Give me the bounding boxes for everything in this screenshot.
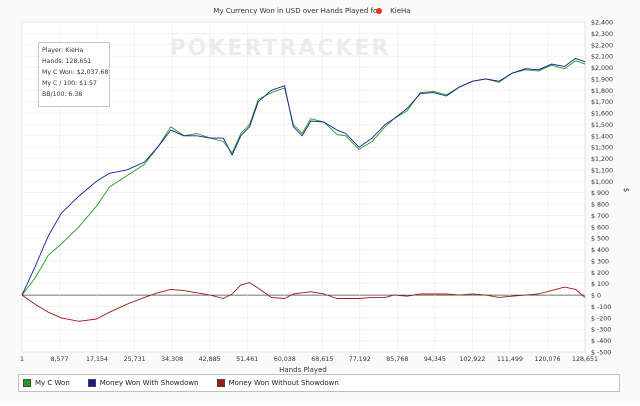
- legend-item-without-showdown: Money Won Without Showdown: [216, 379, 339, 387]
- y-tick-label: $ -500: [591, 350, 611, 357]
- x-axis-label: Hands Played: [279, 366, 327, 374]
- y-tick-label: $ -200: [591, 315, 611, 322]
- poker-chip-icon: [376, 8, 382, 14]
- y-tick-label: $1,100: [591, 167, 613, 174]
- watermark: POKERTRACKER: [170, 36, 391, 61]
- series-line-2: [21, 282, 586, 322]
- y-tick-label: $ 500: [591, 236, 609, 243]
- y-tick-label: $1,700: [591, 99, 613, 106]
- series-line-0: [21, 60, 586, 296]
- player-info-box: Player: KieHa Hands: 128,651 My C Won: $…: [38, 42, 110, 107]
- y-tick-label: $1,200: [591, 156, 613, 163]
- legend-label: Money Won Without Showdown: [228, 379, 339, 387]
- x-tick-label: 51,461: [236, 356, 258, 363]
- x-tick-label: 102,922: [459, 356, 485, 363]
- y-tick-label: $1,500: [591, 122, 613, 129]
- series-group: [21, 57, 586, 322]
- legend-swatch-blue: [87, 379, 96, 387]
- y-tick-label: $1,800: [591, 88, 613, 95]
- legend-label: Money Won With Showdown: [99, 379, 199, 387]
- y-tick-label: $ 100: [591, 281, 609, 288]
- x-tick-labels: 1 8,577 17,154 25,731 34,308 42,885 51,461 60,0…: [20, 356, 598, 363]
- y-tick-label: $ 800: [591, 202, 609, 209]
- x-tick-label: 17,154: [86, 356, 108, 363]
- chart-title: My Currency Won in USD over Hands Played…: [213, 7, 410, 15]
- x-tick-label: 42,885: [199, 356, 221, 363]
- y-tick-label: $ -300: [591, 327, 611, 334]
- chart-title-prefix: My Currency Won in USD over Hands Played…: [213, 7, 380, 15]
- x-tick-label: 120,076: [534, 356, 560, 363]
- x-tick-label: 8,577: [51, 356, 69, 363]
- y-tick-labels: $ -500 $ -400 $ -300 $ -200 $ -100 $ 0 $ 100 $ …: [591, 20, 613, 357]
- y-tick-label: $2,100: [591, 54, 613, 61]
- info-bb100: BB/100: 6.38: [42, 91, 83, 98]
- legend-swatch-green: [23, 379, 31, 387]
- plot-area: [21, 21, 586, 353]
- x-tick-label: 128,651: [572, 356, 598, 363]
- y-tick-label: $1,600: [591, 111, 613, 118]
- x-tick-label: 68,615: [311, 356, 333, 363]
- legend-label: My C Won: [35, 379, 70, 387]
- chart-legend: My C Won Money Won With Showdown Money W…: [18, 374, 620, 392]
- x-tick-label: 94,345: [424, 356, 446, 363]
- y-tick-label: $ 200: [591, 270, 609, 277]
- chart-title-player: KieHa: [390, 7, 410, 15]
- y-tick-label: $ 300: [591, 258, 609, 265]
- y-tick-label: $ 700: [591, 213, 609, 220]
- y-tick-label: $1,300: [591, 145, 613, 152]
- x-tick-label: 1: [20, 356, 24, 363]
- y-tick-label: $1,000: [591, 179, 613, 186]
- y-tick-label: $ 0: [591, 293, 601, 300]
- y-tick-label: $ 400: [591, 247, 609, 254]
- x-tick-label: 60,038: [274, 356, 296, 363]
- x-tick-label: 85,768: [386, 356, 408, 363]
- y-tick-label: $1,900: [591, 76, 613, 83]
- x-tick-label: 34,308: [161, 356, 183, 363]
- y-tick-label: $ -400: [591, 338, 611, 345]
- y-tick-label: $2,000: [591, 65, 613, 72]
- legend-swatch-red: [216, 379, 225, 387]
- legend-item-showdown: Money Won With Showdown: [87, 379, 199, 387]
- y-tick-label: $ 900: [591, 190, 609, 197]
- legend-item-my-c-won: My C Won: [23, 379, 70, 387]
- x-tick-label: 77,192: [349, 356, 371, 363]
- x-tick-label: 25,731: [124, 356, 146, 363]
- y-tick-label: $2,400: [591, 20, 613, 27]
- series-line-1: [21, 57, 586, 296]
- y-tick-label: $1,400: [591, 133, 613, 140]
- info-hands: Hands: 128,651: [42, 58, 92, 65]
- y-tick-label: $ 600: [591, 224, 609, 231]
- info-won: My C Won: $2,037.68: [42, 69, 109, 76]
- y-tick-label: $2,200: [591, 42, 613, 49]
- y-tick-label: $ -100: [591, 304, 611, 311]
- info-per100: My C / 100: $1.57: [42, 80, 97, 87]
- x-tick-label: 111,499: [497, 356, 523, 363]
- info-player: Player: KieHa: [42, 47, 84, 54]
- y-axis-label: $: [622, 188, 630, 192]
- y-tick-label: $2,300: [591, 31, 613, 38]
